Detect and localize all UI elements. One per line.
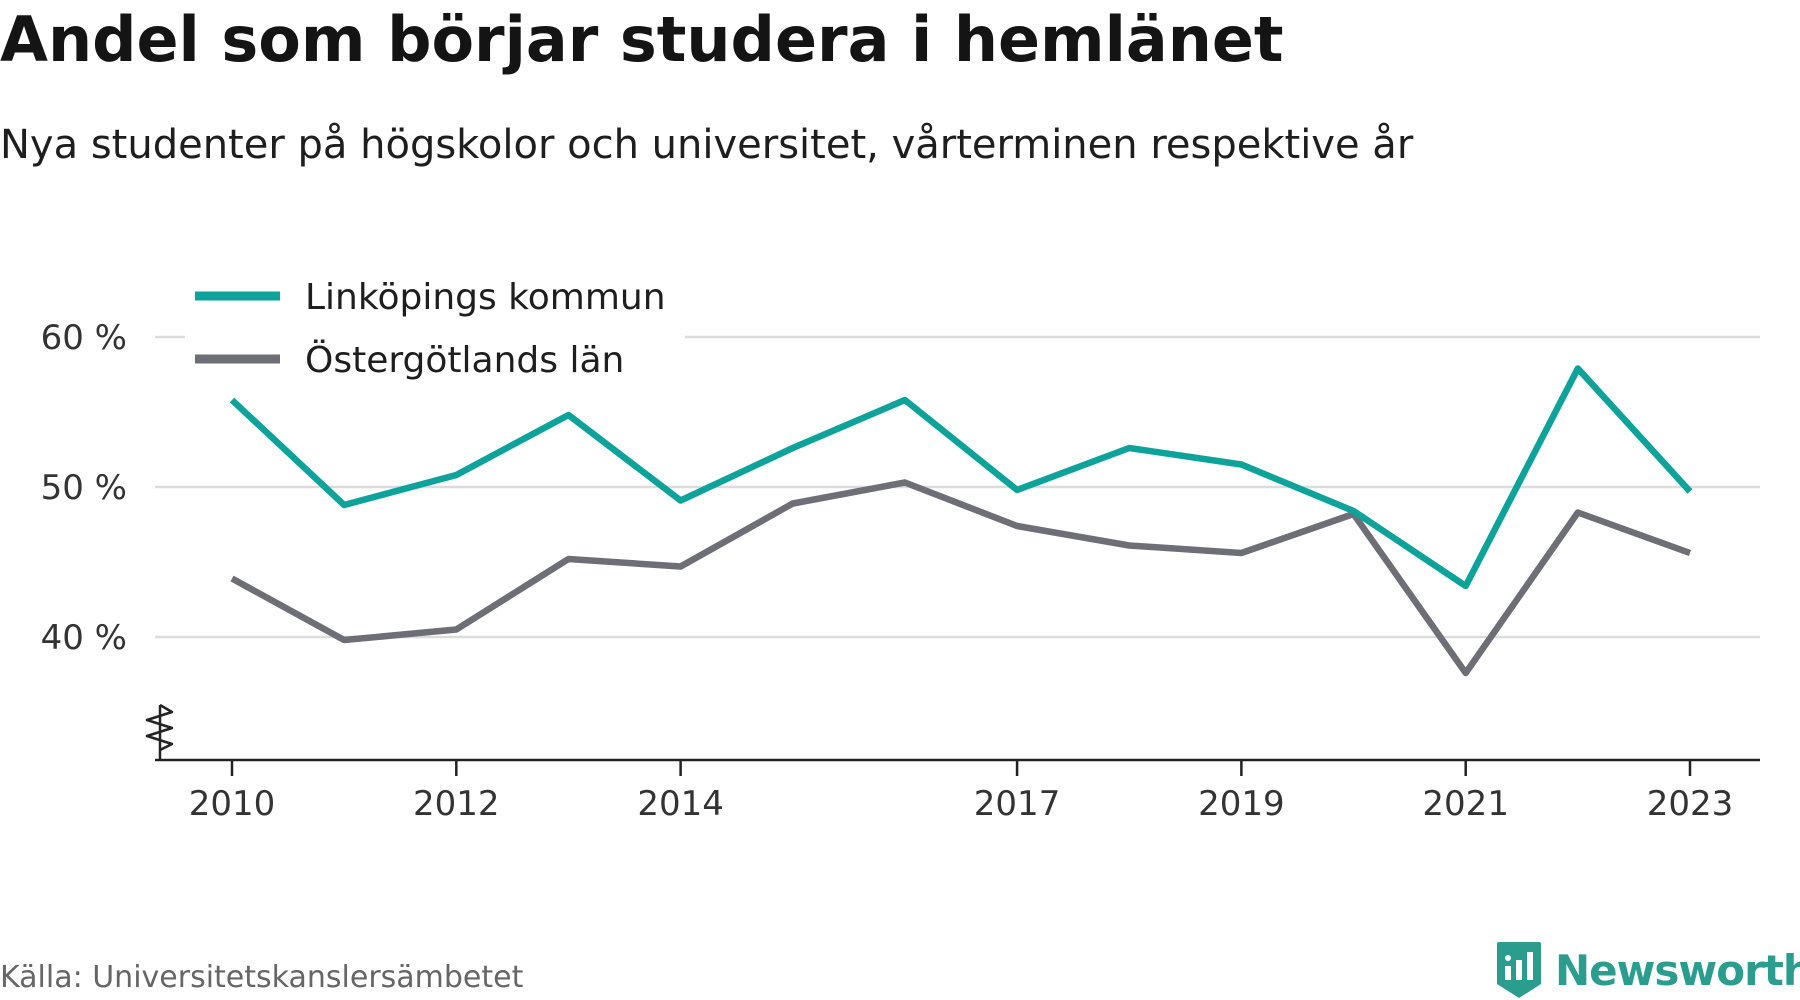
legend: Linköpings kommun Östergötlands län: [185, 268, 685, 381]
x-tick-label: 2010: [189, 784, 276, 824]
x-tick-label: 2017: [974, 784, 1061, 824]
x-tick-label: 2019: [1198, 784, 1285, 824]
x-axis-ticks: 2010 2012 2014 2017 2019 2021 2023: [189, 760, 1734, 824]
y-tick-label: 50 %: [41, 468, 127, 508]
axis-break-mark: [145, 703, 174, 752]
x-axis: [145, 703, 1760, 762]
brand-logo: Newsworthy: [1495, 940, 1800, 1000]
y-tick-label: 40 %: [41, 618, 127, 658]
series-lines: [229, 365, 1693, 677]
bar-chart-icon: [1497, 942, 1541, 998]
chart-subtitle: Nya studenter på högskolor och universit…: [0, 122, 1414, 168]
series-line: [230, 479, 1692, 677]
brand-name: Newsworthy: [1555, 945, 1800, 995]
x-tick-label: 2014: [637, 784, 724, 824]
x-tick-label: 2021: [1422, 784, 1509, 824]
legend-label: Linköpings kommun: [305, 277, 666, 318]
chart-title: Andel som börjar studera i hemlänet: [0, 3, 1284, 76]
series-line: [229, 365, 1693, 590]
legend-label: Östergötlands län: [305, 339, 624, 381]
y-axis-ticks: 40 % 50 % 60 %: [41, 318, 127, 658]
y-tick-label: 60 %: [41, 318, 127, 358]
x-tick-label: 2012: [413, 784, 500, 824]
source-note: Källa: Universitetskanslersämbetet: [0, 960, 524, 995]
x-tick-label: 2023: [1647, 784, 1734, 824]
